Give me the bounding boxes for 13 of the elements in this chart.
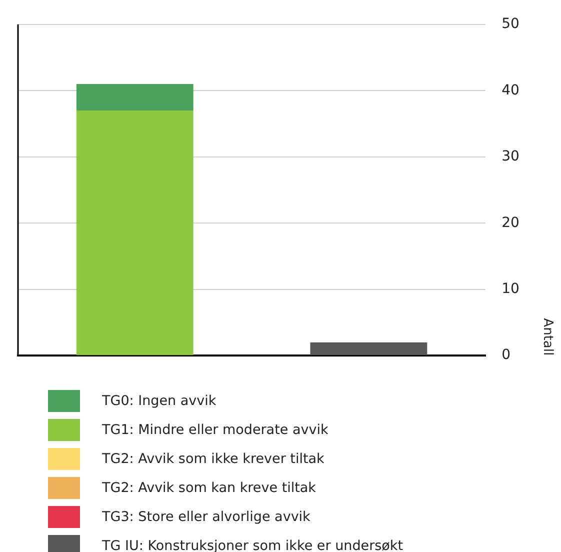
legend-label: TG IU: Konstruksjoner som ikke er undersøkt [102,538,404,552]
y-tick-label: 0 [502,347,511,364]
legend-label: TG2: Avvik som ikke krever tiltak [102,450,324,466]
y-tick-label: 20 [502,214,520,231]
y-tick-label: 40 [502,82,520,98]
y-tick-label: 10 [502,281,520,297]
y-tick-label: 50 [502,16,520,32]
legend-label: TG3: Store eller alvorlige avvik [102,508,310,524]
legend-label: TG1: Mindre eller moderate avvik [102,422,328,438]
legend-label: TG2: Avvik som kan kreve tiltak [102,480,316,496]
legend-label: TG0: Ingen avvik [102,392,216,408]
y-tick-label: 30 [502,148,520,165]
y-axis-title: Antall [540,318,555,356]
